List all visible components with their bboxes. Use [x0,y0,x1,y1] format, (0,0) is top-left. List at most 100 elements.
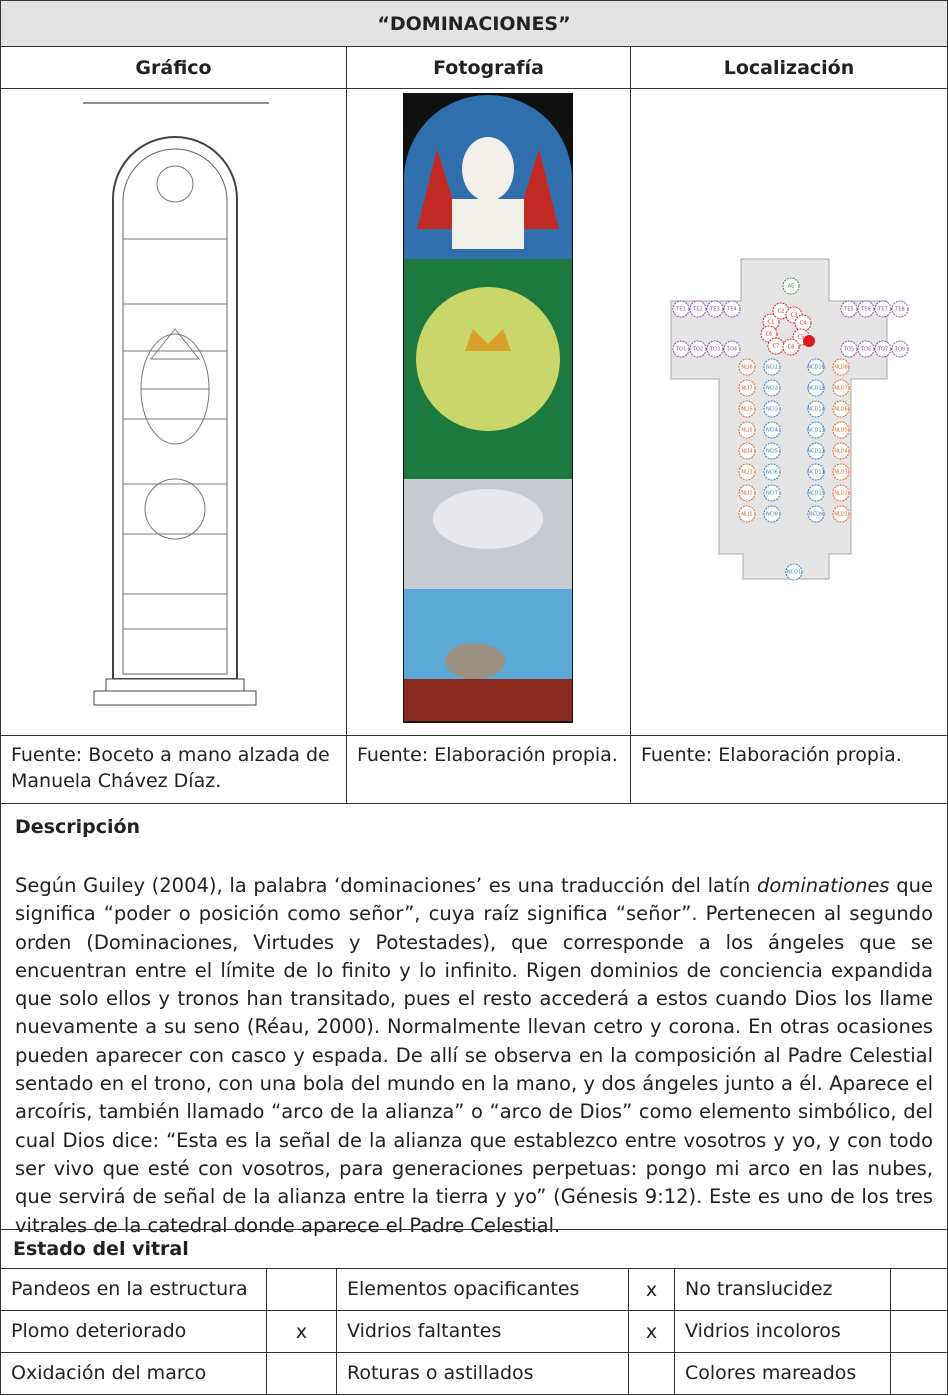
location-marker [785,563,803,581]
title: “DOMINACIONES” [0,0,948,47]
location-label: TE6 [860,307,870,313]
location-marker [807,463,825,481]
location-marker [706,340,724,358]
location-marker [763,505,781,523]
location-label: C5 [798,335,805,341]
text: que significa “poder o posición como señ… [15,874,933,1237]
text: Según Guiley (2004), la palabra ‘dominac… [15,874,758,897]
location-label: NLD7 [834,386,848,392]
location-label: NLD1 [834,512,848,518]
location-label: TO4 [726,347,737,353]
location-label: NLI4 [741,449,752,455]
description-heading: Descripción [15,816,141,838]
status-heading: Estado del vitral [0,1229,948,1269]
location-marker [782,277,800,295]
location-marker [874,300,892,318]
location-label: NCI6 [766,470,778,476]
location-marker [738,421,756,439]
floor-plan: NLI8 NLI7 NLI6 NLI5 NLI4 NLI3 NLI2 NLI1 NCI1 NCI2… [670,258,909,581]
location-label: TE7 [877,307,887,313]
location-marker [832,400,850,418]
photo [403,93,573,723]
status-mark [266,1352,337,1395]
location-marker [807,484,825,502]
location-label: NLI5 [741,428,752,434]
location-marker [738,358,756,376]
location-marker [807,358,825,376]
location-marker [832,358,850,376]
location-label: NCI5 [766,449,778,455]
location-label: TE3 [709,307,719,313]
location-marker [832,463,850,481]
location-label: NCI7 [766,491,778,497]
location-marker [689,340,707,358]
location-label: NCI4 [766,428,778,434]
location-marker [832,421,850,439]
italic-term: dominationes [757,874,890,897]
location-marker [738,400,756,418]
location-marker [738,484,756,502]
status-mark [890,1268,948,1311]
location-label: NCI8 [766,512,778,518]
location-marker [689,300,707,318]
source: Fuente: Elaboración propia. [630,735,948,804]
location-label: TE5 [843,307,853,313]
location-label: NLI6 [741,407,752,413]
location-marker [891,340,909,358]
location-marker [763,463,781,481]
source: Fuente: Elaboración propia. [346,735,631,804]
status-mark [890,1352,948,1395]
status-label: Oxidación del marco [0,1352,267,1395]
column-header: Fotografía [346,46,631,89]
location-marker [807,400,825,418]
status-label: Colores mareados [674,1352,891,1395]
location-label: TE4 [726,307,736,313]
location-marker [723,300,741,318]
location-marker [672,300,690,318]
status-mark: x [266,1310,337,1353]
source: Fuente: Boceto a mano alzada de Manuela … [0,735,347,804]
location-label: TO5 [843,347,854,353]
location-label: NLD4 [834,449,848,455]
location-marker [738,463,756,481]
location-label: TO2 [692,347,703,353]
location-label: NCD16 [807,365,824,371]
location-label: TE8 [894,307,904,313]
status-label: No translucidez [674,1268,891,1311]
location-label: C8 [788,345,795,351]
image-cell: NLI8 NLI7 NLI6 NLI5 NLI4 NLI3 NLI2 NLI1 NCI1 NCI2… [630,88,948,736]
location-marker [738,505,756,523]
location-label: NLD6 [834,407,848,413]
location-marker [723,340,741,358]
location-marker [807,505,825,523]
location-marker [832,379,850,397]
location-label: C6 [766,332,773,338]
image-cell [346,88,631,736]
location-label: NCD13 [807,428,824,434]
location-label: TO7 [877,347,888,353]
location-marker [874,340,892,358]
location-label: NCD10 [807,491,824,497]
location-label: NLD2 [834,491,848,497]
status-mark: x [628,1310,675,1353]
location-label: NCI2 [766,386,778,392]
sketch [83,102,269,706]
location-marker [782,338,800,356]
location-marker [763,442,781,460]
column-header: Gráfico [0,46,347,89]
location-marker [832,505,850,523]
location-label: TO3 [709,347,720,353]
location-marker [760,325,778,343]
location-marker [857,340,875,358]
status-mark [266,1268,337,1311]
location-marker [763,379,781,397]
location-marker [857,300,875,318]
location-label: NLI3 [741,470,752,476]
image-cell [0,88,347,736]
location-marker [763,400,781,418]
location-marker [832,442,850,460]
location-label: NCD9 [809,512,823,518]
location-marker [840,340,858,358]
location-label: TE2 [692,307,702,313]
